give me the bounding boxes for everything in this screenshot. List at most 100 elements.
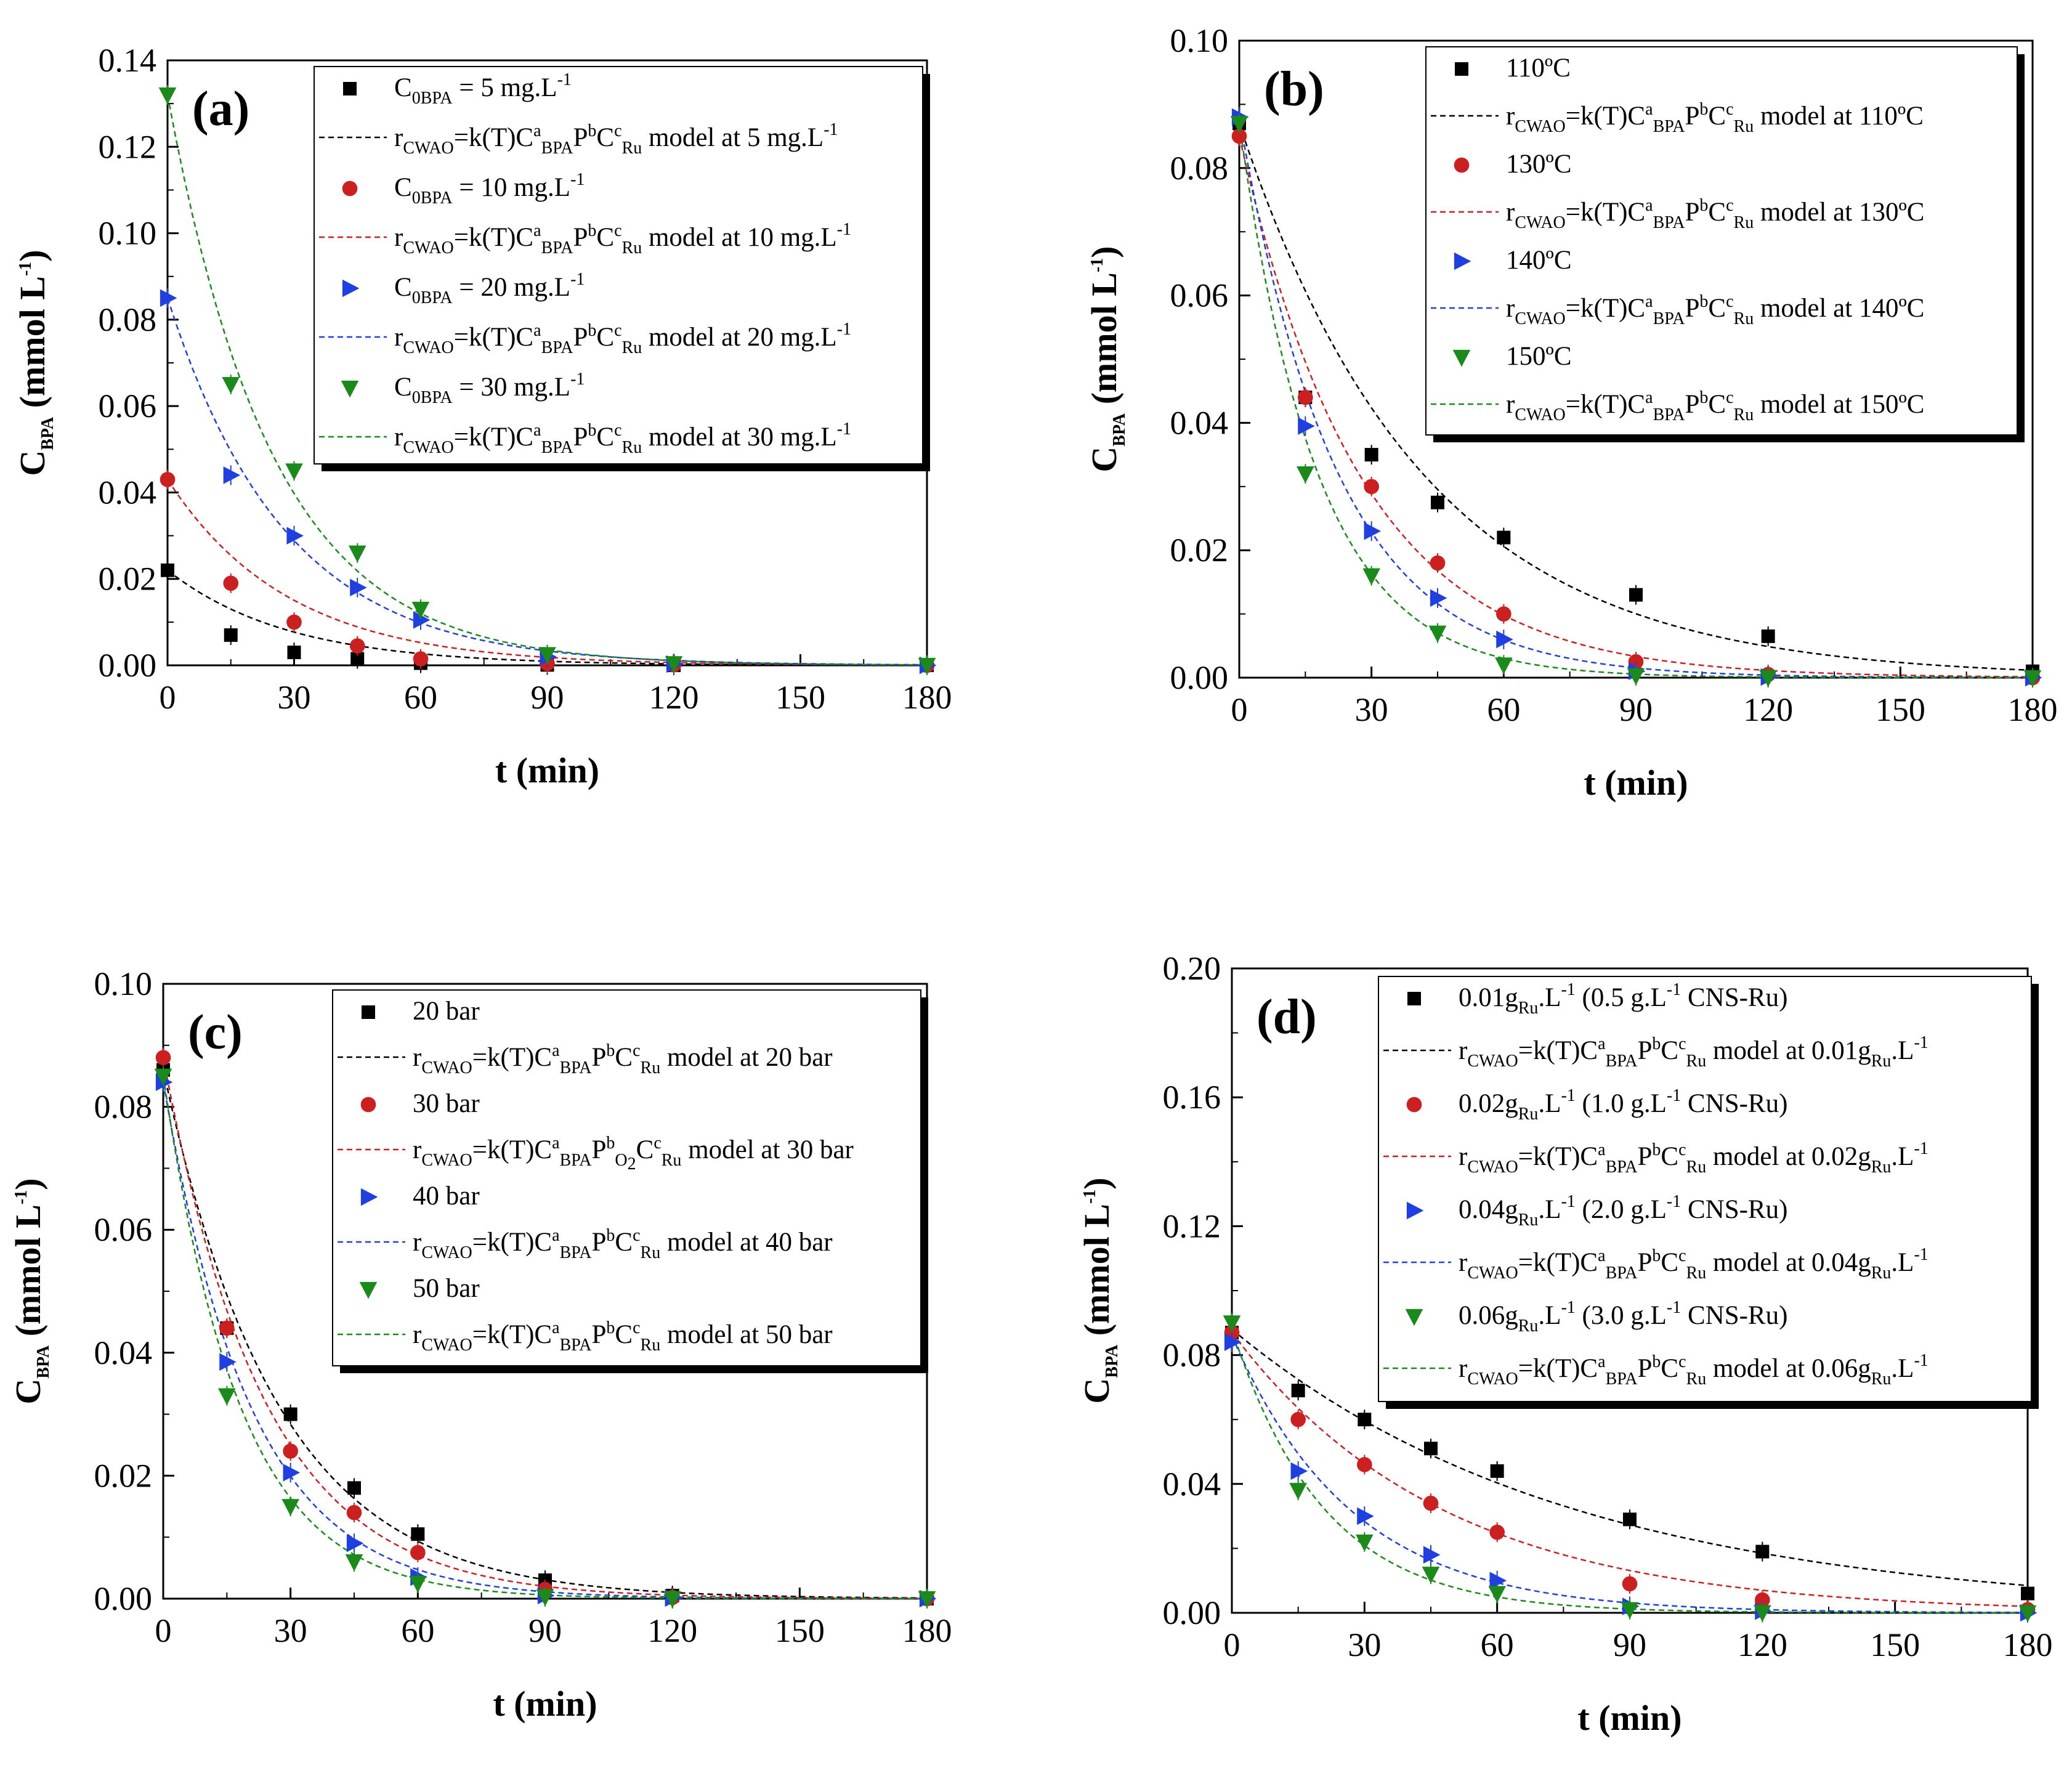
legend-box: [314, 66, 923, 465]
y-tick-label: 0.10: [99, 215, 157, 252]
data-point-s3: [1356, 1534, 1374, 1552]
data-point-s3: [918, 1591, 936, 1609]
data-point-s2: [1290, 1462, 1308, 1480]
legend-entry-label: 50 bar: [413, 1274, 480, 1303]
x-axis-label: t (min): [1584, 763, 1688, 803]
data-point-s2: [160, 289, 177, 307]
legend-box: [332, 989, 921, 1366]
data-point-s2: [283, 1464, 301, 1482]
data-point-s2: [1364, 522, 1382, 540]
x-tick-label: 0: [160, 679, 176, 716]
y-tick-label: 0.04: [99, 474, 157, 511]
data-point-s2: [1496, 630, 1513, 649]
data-point-s0: [1358, 1413, 1372, 1427]
data-point-s2: [223, 466, 241, 484]
data-point-s0: [161, 563, 174, 577]
x-tick-label: 90: [528, 1612, 562, 1649]
y-tick-label: 0.06: [94, 1211, 153, 1248]
data-point-s0: [1424, 1442, 1438, 1456]
legend-entry-label: 0.02gRu.L-1 (1.0 g.L-1 CNS-Ru): [1459, 1086, 1787, 1124]
chart-panel-a: 0 30 60 90 120 150 180 0.00 0.02 0.04 0.06 0.08 0.10…: [12, 42, 952, 790]
x-tick-label: 150: [775, 679, 825, 716]
data-point-s1: [1622, 1576, 1638, 1592]
model-curve-3: [1231, 1329, 2028, 1614]
y-tick-label: 0.10: [94, 965, 153, 1002]
data-point-s3: [1297, 466, 1314, 484]
data-point-s0: [1291, 1384, 1305, 1398]
legend: 0.01gRu.L-1 (0.5 g.L-1 CNS-Ru) rCWAO=k(T)…: [1383, 980, 1928, 1389]
y-tick-label: 0.16: [1163, 1079, 1221, 1116]
legend-entry-label: 30 bar: [413, 1089, 480, 1118]
y-tick-label: 0.12: [99, 128, 157, 165]
y-tick-label: 0.02: [94, 1457, 153, 1494]
data-point-s3: [1488, 1586, 1506, 1604]
x-tick-label: 60: [401, 1612, 434, 1649]
x-tick-label: 120: [649, 679, 699, 716]
y-tick-label: 0.06: [99, 387, 157, 424]
legend-marker: [359, 1281, 378, 1299]
data-point-s2: [350, 578, 367, 597]
data-point-s1: [286, 614, 302, 630]
legend-model-label: rCWAO=k(T)CaBPAPbCcRu model at 0.04gRu.L…: [1459, 1245, 1928, 1283]
x-tick-label: 180: [902, 1612, 952, 1649]
data-point-s3: [345, 1554, 363, 1572]
legend-model-label: rCWAO=k(T)CaBPAPbCcRu model at 20 bar: [413, 1041, 833, 1077]
legend-marker: [360, 1188, 378, 1206]
y-tick-label: 0.02: [1170, 532, 1229, 569]
y-axis-label: CBPA (mmol L-1): [1077, 1177, 1122, 1403]
data-point-s2: [1430, 589, 1447, 607]
data-point-s3: [154, 1068, 172, 1086]
legend-model-label: rCWAO=k(T)CaBPAPbO2CcRu model at 30 bar: [413, 1134, 854, 1174]
x-tick-label: 90: [531, 679, 564, 716]
data-point-s3: [411, 601, 430, 619]
y-tick-label: 0.08: [94, 1089, 153, 1126]
x-tick-label: 150: [775, 1612, 825, 1649]
data-point-s1: [1290, 1411, 1306, 1427]
x-tick-label: 30: [1348, 1626, 1381, 1663]
x-axis-label: t (min): [495, 750, 599, 790]
y-tick-label: 0.12: [1163, 1207, 1221, 1244]
x-tick-label: 0: [1231, 691, 1248, 728]
x-tick-label: 180: [902, 679, 952, 716]
legend-entry-label: 130ºC: [1506, 150, 1572, 179]
legend-entry-label: 0.01gRu.L-1 (0.5 g.L-1 CNS-Ru): [1459, 980, 1787, 1018]
legend-model-label: rCWAO=k(T)CaBPAPbCcRu model at 5 mg.L-1: [394, 120, 838, 158]
y-tick-label: 0.04: [1170, 404, 1229, 441]
data-point-s2: [286, 527, 304, 545]
y-tick-label: 0.00: [99, 647, 157, 684]
data-point-s0: [1364, 448, 1378, 462]
data-point-s1: [223, 575, 239, 591]
data-point-s1: [413, 651, 429, 667]
legend-model-label: rCWAO=k(T)CaBPAPbCcRu model at 10 mg.L-1: [394, 220, 851, 258]
legend-marker: [343, 82, 357, 95]
data-point-s0: [283, 1407, 297, 1421]
chart-panel-b: 0 30 60 90 120 150 180 0.00 0.02 0.04 0.06 0.08 0.10…: [1084, 22, 2058, 803]
panel-label: (b): [1264, 62, 1324, 116]
data-point-s3: [536, 1589, 554, 1607]
data-point-s0: [1629, 588, 1643, 602]
x-tick-label: 150: [1876, 691, 1925, 728]
data-point-s3: [1754, 1605, 1771, 1622]
y-axis-label: CBPA (mmol L-1): [1084, 246, 1129, 472]
legend-marker: [1406, 1097, 1422, 1113]
legend-marker: [360, 1097, 376, 1113]
legend-marker: [1405, 1308, 1423, 1326]
x-tick-label: 180: [2003, 1626, 2053, 1663]
data-point-s3: [1289, 1483, 1307, 1500]
data-point-s1: [410, 1544, 426, 1560]
chart-panel-c: 0 30 60 90 120 150 180 0.00 0.02 0.04 0.06 0.08 0.10…: [8, 965, 952, 1724]
data-point-s2: [1298, 417, 1315, 435]
data-point-s1: [1430, 555, 1446, 571]
model-curve-0: [1238, 123, 2033, 671]
panel-label: (a): [192, 82, 249, 136]
legend-entry-label: 0.04gRu.L-1 (2.0 g.L-1 CNS-Ru): [1459, 1192, 1787, 1230]
data-point-s0: [1623, 1512, 1637, 1527]
y-tick-label: 0.04: [1163, 1466, 1221, 1503]
data-point-s3: [1422, 1567, 1440, 1584]
y-axis-label: CBPA (mmol L-1): [12, 250, 57, 476]
data-point-s1: [1298, 389, 1313, 405]
data-point-s1: [160, 472, 176, 487]
y-tick-label: 0.14: [99, 42, 157, 79]
data-point-s0: [2021, 1586, 2034, 1601]
